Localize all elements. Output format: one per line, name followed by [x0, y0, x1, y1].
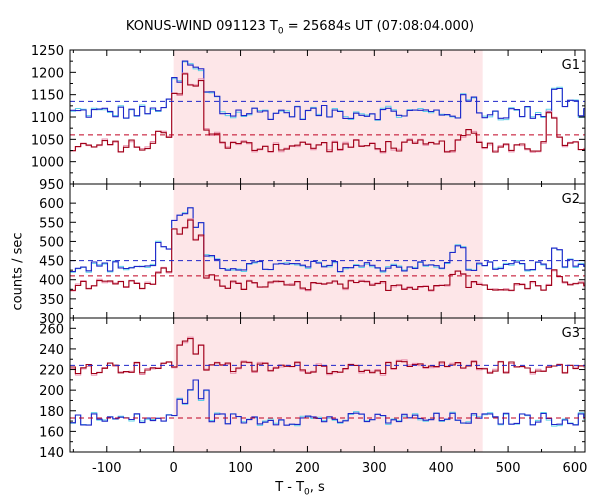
series-blue-G1	[70, 60, 585, 121]
panel-label-G1: G1	[562, 58, 580, 73]
x-tick-label: 300	[362, 461, 387, 476]
y-tick-label-G1: 1200	[31, 66, 64, 81]
y-tick-label-G3: 160	[39, 425, 64, 440]
shaded-interval-G3	[173, 318, 483, 452]
y-tick-label-G1: 1050	[31, 133, 64, 148]
y-tick-label-G2: 600	[39, 197, 64, 212]
series-darkred-G2	[70, 219, 585, 291]
y-tick-label-G1: 1000	[31, 156, 64, 171]
panel-frame-G3	[69, 317, 586, 453]
y-tick-label-G3: 240	[39, 343, 64, 358]
y-tick-label-G1: 950	[39, 178, 64, 193]
y-axis-label: counts / sec	[10, 232, 26, 311]
x-tick-label: 500	[496, 461, 521, 476]
y-tick-label-G2: 300	[39, 312, 64, 327]
y-tick-label-G2: 450	[39, 255, 64, 270]
series-blue-G2	[70, 207, 585, 273]
panel-label-G2: G2	[562, 192, 580, 207]
x-tick-label: 0	[170, 461, 178, 476]
x-tick-label: -100	[92, 461, 122, 476]
y-tick-label-G3: 220	[39, 364, 64, 379]
y-tick-label-G3: 200	[39, 384, 64, 399]
y-tick-label-G3: 140	[39, 446, 64, 461]
y-tick-label-G3: 260	[39, 322, 64, 337]
shaded-interval-G2	[173, 184, 483, 318]
y-tick-label-G1: 1250	[31, 44, 64, 59]
x-tick-label: 600	[563, 461, 588, 476]
panel-label-G3: G3	[562, 326, 580, 341]
y-tick-label-G2: 500	[39, 235, 64, 250]
x-tick-label: 400	[429, 461, 454, 476]
series-light-blue-G2	[70, 207, 585, 273]
x-tick-label: 200	[295, 461, 320, 476]
y-tick-label-G1: 1100	[31, 111, 64, 126]
y-tick-label-G1: 1150	[31, 89, 64, 104]
y-tick-label-G2: 350	[39, 293, 64, 308]
chart-title: KONUS-WIND 091123 T0 = 25684s UT (07:08:…	[125, 19, 475, 37]
x-tick-label: 100	[228, 461, 253, 476]
series-darkred-G1	[70, 73, 585, 153]
y-tick-label-G3: 180	[39, 405, 64, 420]
y-tick-label-G2: 550	[39, 216, 64, 231]
x-axis-label: T - T0, s	[275, 480, 325, 498]
series-darkred-G3	[70, 338, 585, 375]
y-tick-label-G2: 400	[39, 274, 64, 289]
